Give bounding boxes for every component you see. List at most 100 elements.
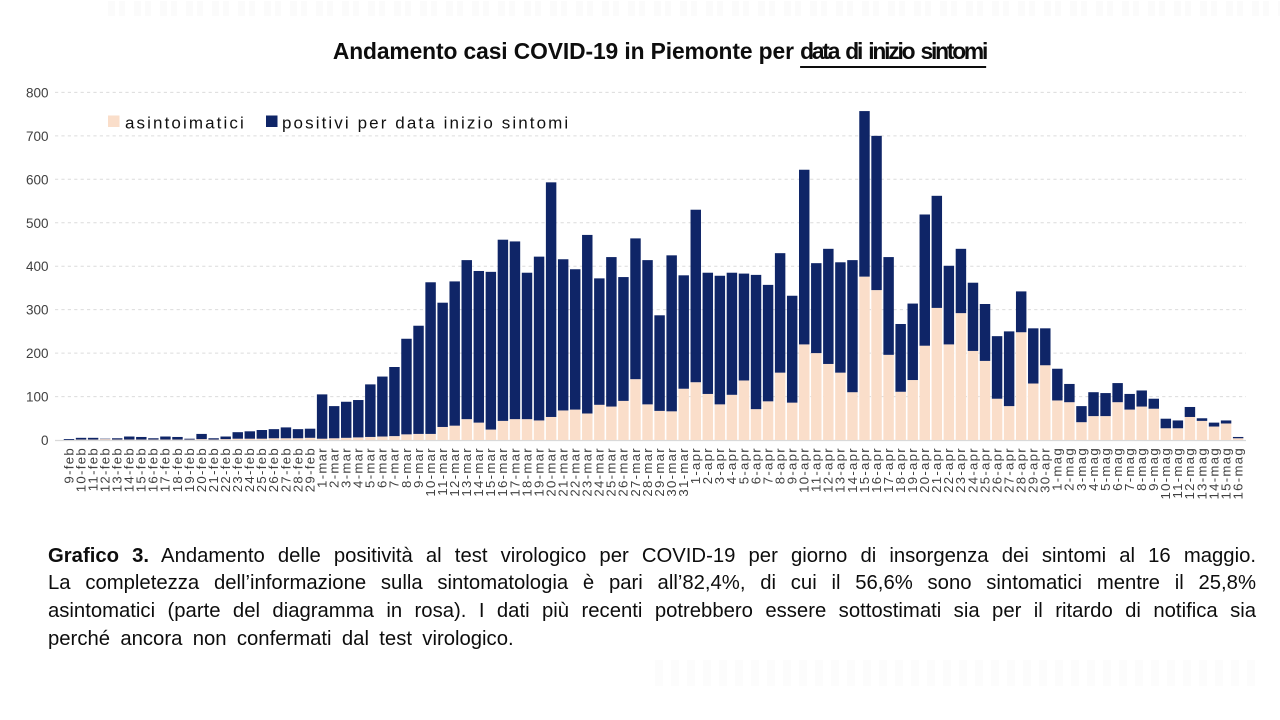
svg-text:19-mar: 19-mar [531, 447, 546, 497]
svg-text:21-mar: 21-mar [555, 447, 570, 497]
svg-text:23-feb: 23-feb [230, 447, 245, 492]
svg-text:18-apr: 18-apr [893, 447, 908, 493]
svg-text:20-feb: 20-feb [194, 447, 209, 492]
svg-text:2-apr: 2-apr [700, 447, 715, 484]
svg-text:15-mag: 15-mag [1218, 447, 1233, 500]
svg-text:19-apr: 19-apr [905, 447, 920, 493]
svg-text:11-feb: 11-feb [85, 447, 100, 491]
svg-text:17-apr: 17-apr [881, 447, 896, 493]
svg-text:0: 0 [41, 433, 49, 448]
svg-text:400: 400 [26, 259, 49, 274]
svg-text:2-mag: 2-mag [1062, 447, 1077, 491]
svg-text:14-feb: 14-feb [122, 447, 137, 492]
svg-text:200: 200 [26, 346, 49, 361]
svg-text:13-feb: 13-feb [110, 447, 125, 492]
svg-text:5-mar: 5-mar [363, 447, 378, 488]
svg-text:4-mag: 4-mag [1086, 447, 1101, 491]
svg-text:4-apr: 4-apr [724, 447, 739, 484]
svg-text:23-apr: 23-apr [953, 447, 968, 493]
svg-text:1-mar: 1-mar [314, 447, 329, 488]
svg-text:20-apr: 20-apr [917, 447, 932, 493]
svg-text:300: 300 [26, 303, 49, 318]
svg-text:6-apr: 6-apr [748, 447, 763, 484]
svg-text:800: 800 [26, 85, 49, 100]
svg-text:8-apr: 8-apr [772, 447, 787, 484]
svg-text:30-apr: 30-apr [1038, 447, 1053, 493]
svg-text:12-apr: 12-apr [821, 447, 836, 493]
svg-text:6-mar: 6-mar [375, 447, 390, 488]
svg-text:27-feb: 27-feb [278, 447, 293, 492]
svg-text:13-apr: 13-apr [833, 447, 848, 493]
svg-text:16-feb: 16-feb [146, 447, 161, 492]
svg-text:9-mag: 9-mag [1146, 447, 1161, 491]
svg-text:22-feb: 22-feb [218, 447, 233, 492]
svg-text:9-feb: 9-feb [61, 447, 76, 484]
svg-text:5-mag: 5-mag [1098, 447, 1113, 491]
svg-text:8-mar: 8-mar [399, 447, 414, 488]
svg-text:18-mar: 18-mar [519, 447, 534, 497]
svg-text:positivi per data inizio sinto: positivi per data inizio sintomi [282, 114, 570, 133]
svg-text:17-feb: 17-feb [158, 447, 173, 492]
svg-text:30-mar: 30-mar [664, 447, 679, 497]
svg-text:28-mar: 28-mar [640, 447, 655, 497]
svg-text:14-mar: 14-mar [471, 447, 486, 497]
svg-text:10-feb: 10-feb [73, 447, 88, 492]
svg-text:18-feb: 18-feb [170, 447, 185, 492]
svg-text:24-feb: 24-feb [242, 447, 257, 492]
svg-text:23-mar: 23-mar [580, 447, 595, 497]
svg-text:7-mag: 7-mag [1122, 447, 1137, 491]
svg-text:10-apr: 10-apr [797, 447, 812, 493]
svg-text:600: 600 [26, 172, 49, 187]
svg-text:2-mar: 2-mar [326, 447, 341, 488]
svg-text:21-feb: 21-feb [206, 447, 221, 492]
svg-text:29-apr: 29-apr [1026, 447, 1041, 493]
svg-text:6-mag: 6-mag [1110, 447, 1125, 491]
svg-text:4-mar: 4-mar [351, 447, 366, 488]
svg-text:1-apr: 1-apr [688, 447, 703, 484]
svg-text:asintoimatici: asintoimatici [125, 114, 246, 133]
svg-text:25-apr: 25-apr [977, 447, 992, 493]
svg-text:3-apr: 3-apr [712, 447, 727, 484]
svg-text:24-apr: 24-apr [965, 447, 980, 493]
svg-text:20-mar: 20-mar [543, 447, 558, 497]
svg-text:15-apr: 15-apr [857, 447, 872, 493]
svg-text:25-feb: 25-feb [254, 447, 269, 492]
svg-text:7-apr: 7-apr [760, 447, 775, 484]
svg-text:10-mar: 10-mar [423, 447, 438, 497]
svg-text:15-feb: 15-feb [134, 447, 149, 492]
svg-text:29-mar: 29-mar [652, 447, 667, 497]
svg-text:16-mag: 16-mag [1230, 447, 1245, 500]
svg-text:27-mar: 27-mar [628, 447, 643, 497]
svg-text:29-feb: 29-feb [302, 447, 317, 492]
svg-text:11-apr: 11-apr [809, 447, 824, 492]
svg-text:12-mar: 12-mar [447, 447, 462, 497]
svg-text:21-apr: 21-apr [929, 447, 944, 493]
svg-text:28-apr: 28-apr [1013, 447, 1028, 493]
svg-text:13-mag: 13-mag [1194, 447, 1209, 500]
svg-text:3-mag: 3-mag [1074, 447, 1089, 491]
svg-text:10-mag: 10-mag [1158, 447, 1173, 500]
svg-text:9-mar: 9-mar [411, 447, 426, 488]
svg-text:17-mar: 17-mar [507, 447, 522, 497]
svg-text:31-mar: 31-mar [676, 447, 691, 497]
svg-text:14-apr: 14-apr [845, 447, 860, 493]
svg-text:7-mar: 7-mar [387, 447, 402, 488]
svg-text:100: 100 [26, 390, 49, 405]
svg-text:3-mar: 3-mar [339, 447, 354, 488]
svg-text:11-mar: 11-mar [435, 447, 450, 496]
svg-text:5-apr: 5-apr [736, 447, 751, 484]
svg-text:26-mar: 26-mar [616, 447, 631, 497]
svg-text:14-mag: 14-mag [1206, 447, 1221, 500]
svg-text:12-feb: 12-feb [97, 447, 112, 492]
svg-text:22-apr: 22-apr [941, 447, 956, 493]
svg-text:19-feb: 19-feb [182, 447, 197, 492]
svg-text:500: 500 [26, 216, 49, 231]
svg-text:11-mag: 11-mag [1170, 447, 1185, 499]
svg-text:700: 700 [26, 129, 49, 144]
svg-text:8-mag: 8-mag [1134, 447, 1149, 491]
svg-text:24-mar: 24-mar [592, 447, 607, 497]
svg-text:15-mar: 15-mar [483, 447, 498, 497]
svg-text:26-apr: 26-apr [989, 447, 1004, 493]
svg-text:9-apr: 9-apr [784, 447, 799, 484]
svg-text:28-feb: 28-feb [290, 447, 305, 492]
